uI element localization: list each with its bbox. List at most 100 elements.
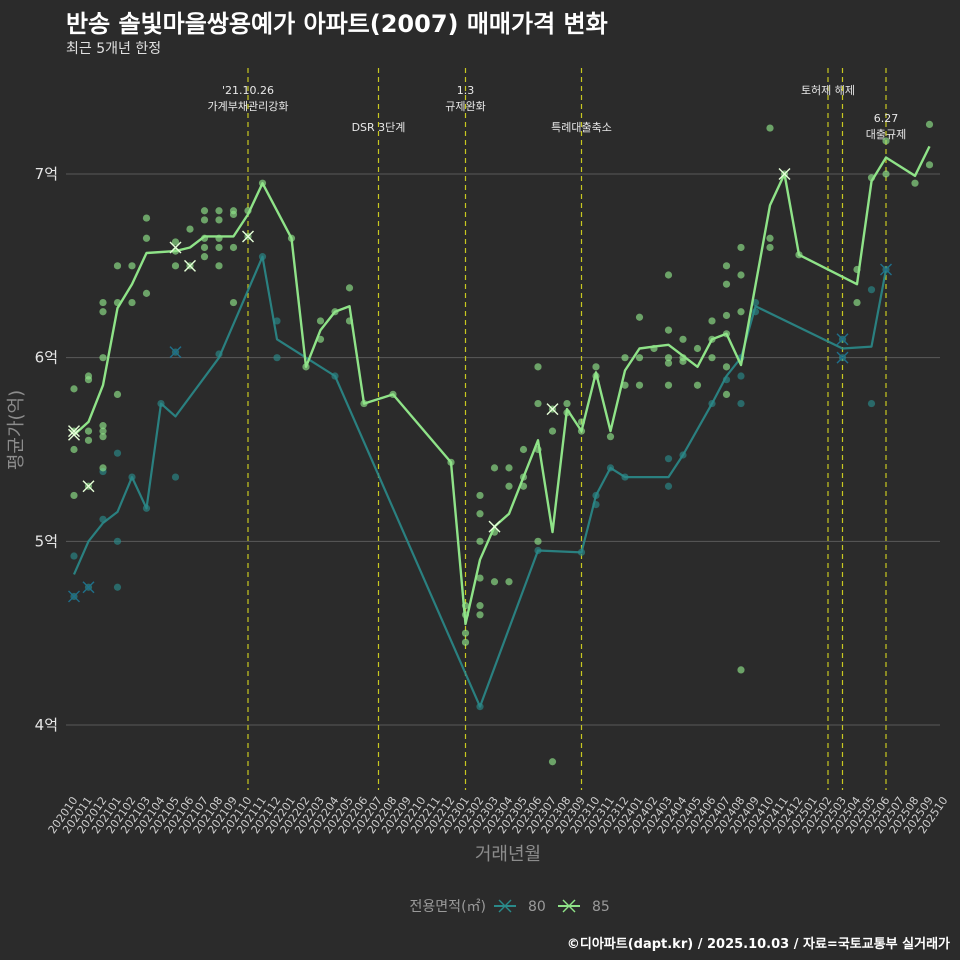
data-point bbox=[70, 491, 78, 500]
data-point bbox=[215, 243, 223, 252]
data-point bbox=[99, 354, 107, 362]
data-point bbox=[273, 354, 281, 362]
cross-marker bbox=[68, 590, 80, 603]
cross-marker bbox=[68, 425, 80, 438]
chart-caption: ©디아파트(dapt.kr) / 2025.10.03 / 자료=국토교통부 실… bbox=[566, 937, 950, 952]
y-tick-label: 6억 bbox=[35, 349, 58, 367]
data-point bbox=[635, 381, 644, 389]
data-point bbox=[664, 271, 673, 279]
data-point bbox=[476, 491, 484, 500]
event-label: 규제완화 bbox=[445, 100, 485, 113]
data-point bbox=[171, 238, 180, 246]
cross-marker bbox=[169, 241, 182, 254]
data-point bbox=[882, 170, 890, 178]
data-point bbox=[664, 455, 673, 463]
cross-marker bbox=[488, 520, 501, 533]
legend-cross-85 bbox=[562, 899, 576, 913]
data-point bbox=[113, 583, 122, 591]
data-point bbox=[84, 436, 93, 444]
data-point bbox=[722, 363, 731, 371]
data-point bbox=[722, 311, 731, 320]
chart-subtitle: 최근 5개년 한정 bbox=[66, 41, 162, 57]
data-point bbox=[99, 308, 107, 316]
data-point bbox=[722, 390, 731, 398]
data-point bbox=[113, 449, 122, 457]
data-point bbox=[186, 225, 194, 233]
data-point bbox=[84, 372, 93, 380]
series-80 bbox=[70, 253, 890, 711]
data-point bbox=[215, 216, 223, 224]
data-point bbox=[99, 464, 107, 472]
data-point bbox=[737, 399, 745, 408]
data-point bbox=[142, 214, 151, 222]
data-point bbox=[737, 372, 745, 380]
data-point bbox=[70, 445, 78, 454]
data-point bbox=[722, 280, 731, 288]
data-point bbox=[563, 399, 571, 408]
data-point bbox=[737, 271, 745, 279]
data-point bbox=[476, 537, 484, 545]
event-label: '21.10.26 bbox=[222, 84, 274, 97]
y-tick-label: 7억 bbox=[35, 165, 58, 183]
data-point bbox=[476, 510, 484, 518]
legend-cross-80 bbox=[498, 899, 512, 913]
data-point bbox=[766, 124, 774, 132]
x-axis-title: 거래년월 bbox=[475, 844, 541, 865]
series-line-80 bbox=[72, 255, 888, 708]
data-point bbox=[737, 243, 745, 252]
cross-marker bbox=[82, 480, 95, 493]
data-point bbox=[867, 286, 876, 294]
cross-marker bbox=[68, 428, 80, 441]
data-point bbox=[708, 317, 716, 325]
data-point bbox=[99, 427, 107, 435]
data-point bbox=[99, 298, 107, 307]
cross-marker bbox=[836, 351, 849, 364]
data-point bbox=[171, 262, 180, 270]
y-tick-label: 5억 bbox=[35, 532, 58, 550]
data-point bbox=[925, 120, 934, 129]
data-point bbox=[200, 216, 209, 224]
data-point bbox=[229, 210, 238, 219]
data-point bbox=[534, 399, 542, 408]
data-point bbox=[99, 422, 107, 430]
data-point bbox=[229, 243, 238, 252]
data-point bbox=[99, 433, 107, 441]
data-point bbox=[693, 344, 702, 353]
legend-title: 전용면적(㎡) bbox=[410, 899, 486, 915]
data-point bbox=[215, 207, 223, 215]
data-point bbox=[925, 161, 934, 169]
data-point bbox=[737, 308, 745, 316]
data-point bbox=[621, 381, 629, 389]
data-point bbox=[911, 179, 919, 187]
legend-label-80: 80 bbox=[528, 899, 546, 915]
event-label: 1.3 bbox=[457, 84, 475, 97]
data-point bbox=[548, 427, 557, 435]
data-point bbox=[200, 207, 209, 215]
data-point bbox=[461, 638, 470, 646]
data-point bbox=[766, 234, 774, 242]
data-point bbox=[664, 381, 673, 389]
cross-marker bbox=[169, 346, 182, 359]
cross-marker bbox=[836, 333, 849, 346]
data-point bbox=[606, 433, 615, 441]
legend: 전용면적(㎡) 80 85 bbox=[410, 899, 610, 915]
data-point bbox=[693, 381, 702, 389]
data-point bbox=[70, 552, 78, 560]
data-point bbox=[505, 482, 513, 490]
data-point bbox=[505, 464, 513, 472]
data-point bbox=[476, 611, 484, 619]
cross-marker bbox=[546, 403, 559, 416]
data-point bbox=[664, 359, 673, 367]
event-label: 토허제 해제 bbox=[801, 83, 855, 97]
data-point bbox=[113, 537, 122, 545]
data-point bbox=[766, 243, 774, 252]
data-point bbox=[635, 313, 644, 321]
data-point bbox=[476, 574, 484, 582]
data-point bbox=[84, 427, 93, 435]
event-label: 대출규제 bbox=[866, 128, 906, 141]
data-point bbox=[128, 262, 136, 270]
data-point bbox=[664, 354, 673, 362]
data-point bbox=[534, 537, 542, 545]
data-point bbox=[548, 758, 557, 766]
